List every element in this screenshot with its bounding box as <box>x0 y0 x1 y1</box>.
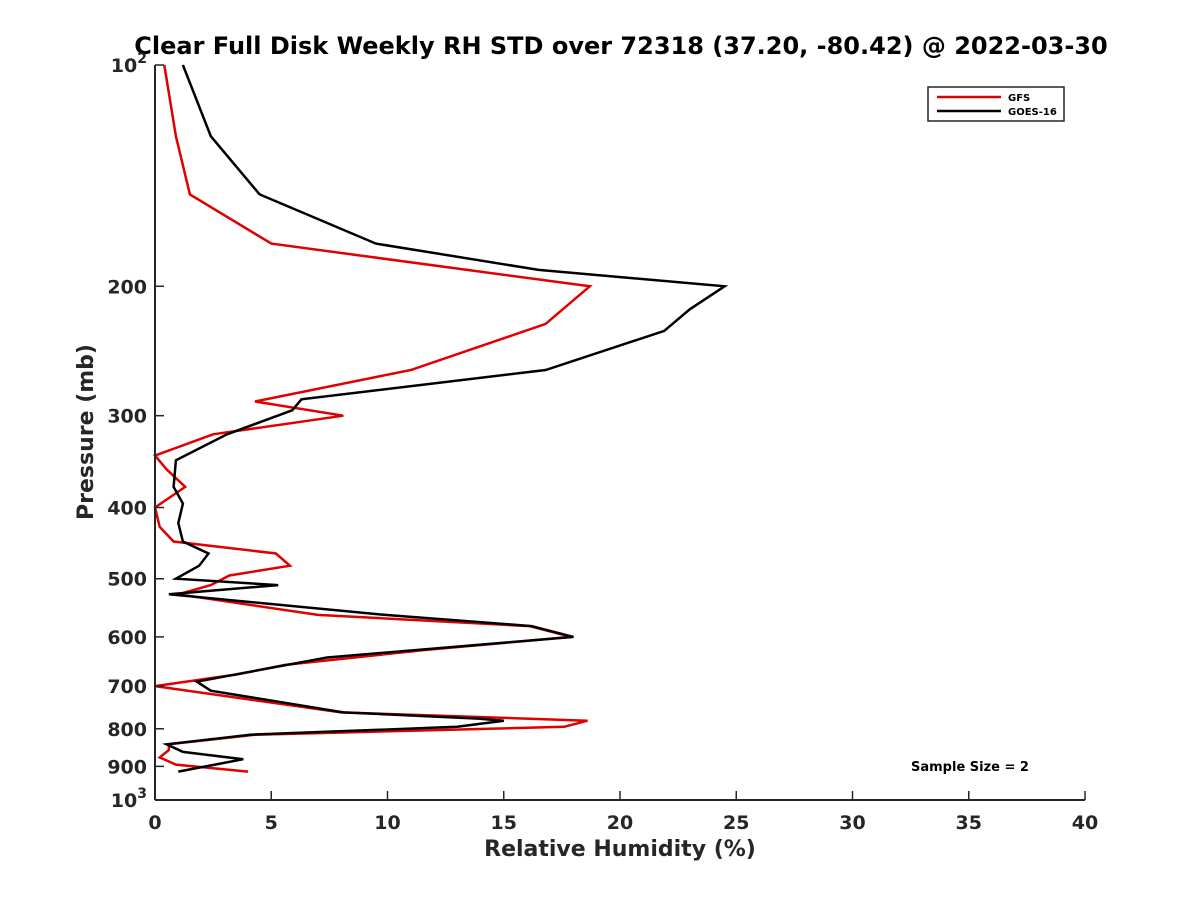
sample-size-annotation: Sample Size = 2 <box>911 760 1029 775</box>
y-tick-label: 600 <box>107 627 147 649</box>
legend: GFS GOES-16 <box>927 86 1065 122</box>
y-tick-label: 103 <box>111 786 147 812</box>
y-ticks: 102 200 300 400 500 600 700 800 900 103 <box>107 51 164 812</box>
x-tick-label: 30 <box>839 812 865 834</box>
x-tick-label: 5 <box>265 812 278 834</box>
series-line-gfs <box>152 64 593 773</box>
chart-title: Clear Full Disk Weekly RH STD over 72318… <box>134 32 1107 60</box>
y-tick-label: 300 <box>107 406 147 428</box>
y-tick-label: 400 <box>107 498 147 520</box>
legend-box <box>927 86 1065 122</box>
x-tick-label: 35 <box>956 812 982 834</box>
x-tick-label: 40 <box>1072 812 1098 834</box>
x-ticks: 0 5 10 15 20 25 30 35 40 <box>148 791 1098 834</box>
legend-label-goes16: GOES-16 <box>1008 107 1057 118</box>
x-tick-label: 10 <box>374 812 400 834</box>
plot-lines <box>152 64 729 773</box>
series-line-goes16 <box>162 64 729 773</box>
y-tick-label: 700 <box>107 676 147 698</box>
axes-box <box>155 65 1085 800</box>
y-tick-label: 900 <box>107 756 147 778</box>
y-tick-label: 800 <box>107 719 147 741</box>
legend-label-gfs: GFS <box>1008 93 1030 104</box>
x-tick-label: 25 <box>723 812 749 834</box>
y-axis-label: Pressure (mb) <box>74 344 99 520</box>
y-tick-label: 200 <box>107 276 147 298</box>
x-tick-label: 0 <box>148 812 161 834</box>
y-tick-label: 500 <box>107 569 147 591</box>
x-tick-label: 15 <box>491 812 517 834</box>
y-tick-label: 102 <box>111 51 147 77</box>
x-tick-label: 20 <box>607 812 633 834</box>
x-axis-label: Relative Humidity (%) <box>484 837 756 862</box>
